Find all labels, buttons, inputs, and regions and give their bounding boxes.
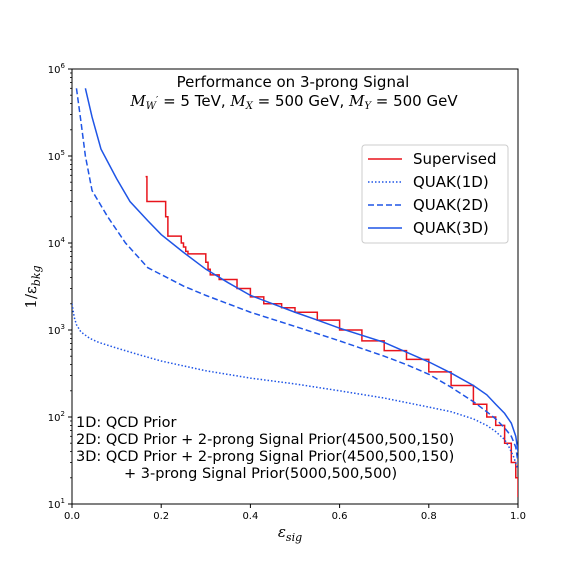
series-line-supervised xyxy=(145,175,518,498)
legend-box xyxy=(361,144,509,244)
x-axis-label: εsig xyxy=(278,523,302,544)
y-tick-label: 102 xyxy=(48,410,65,424)
series-line-quak-3d xyxy=(84,88,518,452)
y-tick-label: 105 xyxy=(48,149,65,163)
chart-subtitle: MW′ = 5 TeV, MX = 500 GeV, MY = 500 GeV xyxy=(129,92,458,112)
annotation-line-3: 3D: QCD Prior + 2-prong Signal Prior(450… xyxy=(76,449,454,465)
y-axis-ticks: 101 102 103 104 105 106 xyxy=(48,62,72,511)
annotation-line-1: 1D: QCD Prior xyxy=(76,415,177,431)
x-tick-label: 0.8 xyxy=(421,511,437,522)
y-tick-label: 104 xyxy=(48,236,66,250)
x-tick-label: 1.0 xyxy=(510,511,526,522)
x-tick-label: 0.4 xyxy=(242,511,258,522)
series-line-quak-2d xyxy=(75,88,518,463)
legend-entry-label: QUAK(1D) xyxy=(413,173,489,191)
x-tick-label: 0.0 xyxy=(64,511,80,522)
y-tick-label: 101 xyxy=(48,497,65,511)
legend: Supervised QUAK(1D) QUAK(2D) QUAK(3D) xyxy=(361,144,509,244)
series-layer xyxy=(72,88,518,498)
y-tick-label: 103 xyxy=(48,323,65,337)
x-axis-ticks: 0.0 0.2 0.4 0.6 0.8 1.0 xyxy=(64,504,526,522)
legend-entry-label: QUAK(3D) xyxy=(413,219,489,237)
y-axis-label: 1/εbkg xyxy=(22,265,43,308)
series-line-quak-1d xyxy=(72,303,518,470)
plot-frame xyxy=(71,68,519,505)
x-tick-label: 0.2 xyxy=(153,511,169,522)
y-tick-label: 106 xyxy=(48,62,66,76)
annotation-block: 1D: QCD Prior 2D: QCD Prior + 2-prong Si… xyxy=(76,415,454,482)
x-tick-label: 0.6 xyxy=(332,511,348,522)
annotation-line-4: + 3-prong Signal Prior(5000,500,500) xyxy=(124,466,397,482)
legend-entry-label: QUAK(2D) xyxy=(413,196,489,214)
legend-entry-label: Supervised xyxy=(413,150,497,168)
chart-title: Performance on 3-prong Signal xyxy=(177,73,410,91)
annotation-line-2: 2D: QCD Prior + 2-prong Signal Prior(450… xyxy=(76,432,454,448)
